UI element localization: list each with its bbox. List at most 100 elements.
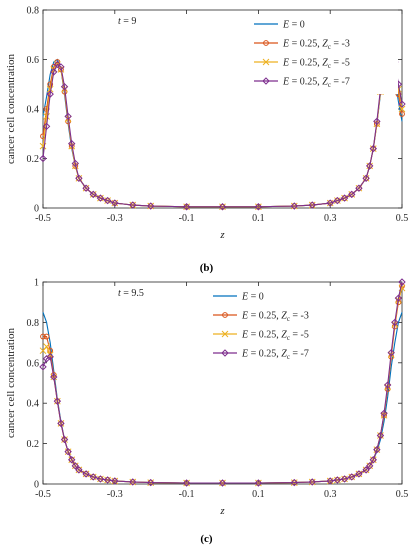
data-point xyxy=(43,343,50,350)
legend-label: E = 0.25, Zc = -7 xyxy=(282,77,350,90)
x-tick-label: -0.1 xyxy=(179,489,195,500)
chart-panel-c: -0.5 -0.3 -0.1 0.1 0.3 0.5 0 0.2 0.4 0.6 0.8 1 z canc… xyxy=(5,278,409,518)
x-tick-label: 0.1 xyxy=(252,489,265,500)
data-point xyxy=(82,184,90,192)
data-point xyxy=(57,63,65,71)
x-axis-label: z xyxy=(219,229,225,241)
y-tick-label: 0.2 xyxy=(27,154,40,165)
panel-caption-c: (c) xyxy=(200,533,213,545)
data-point xyxy=(103,196,112,205)
data-point xyxy=(71,462,80,470)
series-line xyxy=(42,281,403,484)
x-tick-label: 0.5 xyxy=(396,489,409,500)
legend-label: E = 0.25, Zc = -3 xyxy=(282,39,350,52)
time-annotation: t = 9.5 xyxy=(118,288,144,299)
data-point xyxy=(326,199,334,207)
data-point xyxy=(46,90,54,98)
legend-label: E = 0.25, Zc = -7 xyxy=(241,349,309,362)
x-tick-label: -0.1 xyxy=(179,213,195,224)
x-tick-label: 0.3 xyxy=(324,489,337,500)
data-point xyxy=(111,477,119,485)
y-tick-label: 0.4 xyxy=(27,105,40,116)
data-point xyxy=(398,100,406,108)
data-point xyxy=(43,113,50,120)
x-axis-label: z xyxy=(219,505,225,517)
legend-marker xyxy=(262,58,270,66)
data-point xyxy=(75,466,83,474)
data-point xyxy=(365,462,374,470)
data-point xyxy=(43,333,50,340)
legend-marker xyxy=(222,312,228,318)
x-tick-label: 0.1 xyxy=(252,213,265,224)
x-tick-label: -0.3 xyxy=(107,213,123,224)
y-tick-label: 0.6 xyxy=(27,358,40,369)
data-point xyxy=(380,409,388,418)
data-point xyxy=(68,139,76,148)
data-point xyxy=(96,194,105,202)
data-point xyxy=(53,60,62,69)
y-tick-label: 0.6 xyxy=(27,55,40,66)
data-point xyxy=(146,202,155,210)
data-point xyxy=(75,174,83,183)
data-point xyxy=(96,475,105,483)
data-point xyxy=(53,397,62,405)
data-point xyxy=(254,479,263,487)
x-tick-label: -0.3 xyxy=(107,489,123,500)
y-tick-label: 0.8 xyxy=(27,6,40,17)
data-point xyxy=(218,479,227,487)
data-point xyxy=(89,473,97,481)
data-point xyxy=(399,111,405,117)
axes-box xyxy=(42,281,403,485)
data-point xyxy=(60,83,69,91)
data-point xyxy=(129,201,137,209)
data-point xyxy=(376,431,385,440)
legend-label: E = 0.25, Zc = -5 xyxy=(241,330,309,343)
data-point xyxy=(373,117,381,126)
data-point xyxy=(89,190,97,199)
data-point xyxy=(129,478,137,486)
y-tick-label: 0.2 xyxy=(27,439,40,450)
data-point xyxy=(39,363,47,371)
y-tick-label: 0 xyxy=(34,480,39,491)
data-point xyxy=(82,470,90,478)
data-point xyxy=(340,194,349,202)
series-3 xyxy=(39,43,406,211)
data-point xyxy=(355,184,363,192)
data-point xyxy=(39,154,47,163)
panel-caption-b: (b) xyxy=(199,262,214,274)
data-point xyxy=(103,476,112,484)
chart-panel-b: -0.5 -0.3 -0.1 0.1 0.3 0.5 0 0.2 0.4 0.6 0.8 z cance… xyxy=(5,6,409,242)
data-point xyxy=(50,68,58,76)
data-point xyxy=(218,203,227,211)
time-annotation: t = 9 xyxy=(118,16,136,27)
legend-marker xyxy=(262,77,270,85)
legend-label: E = 0.25, Zc = -5 xyxy=(282,58,350,71)
data-point xyxy=(64,447,72,456)
x-tick-label: 0.5 xyxy=(396,213,409,224)
y-axis-label: cancer cell concentration xyxy=(5,328,17,438)
data-point xyxy=(391,318,399,327)
data-point xyxy=(362,466,370,474)
x-tick-label: -0.5 xyxy=(35,213,51,224)
legend-marker xyxy=(221,330,229,338)
data-point xyxy=(290,478,299,487)
y-axis-label: cancer cell concentration xyxy=(5,54,17,164)
data-point xyxy=(398,278,406,286)
series-line xyxy=(42,46,403,208)
legend-marker xyxy=(263,40,269,46)
legend-label: E = 0 xyxy=(282,20,305,31)
legend-label: E = 0 xyxy=(241,292,264,303)
series-3 xyxy=(39,278,406,487)
data-point xyxy=(369,144,377,153)
y-tick-label: 0.4 xyxy=(27,399,40,410)
data-point xyxy=(355,470,363,478)
data-point xyxy=(365,162,374,170)
x-tick-label: -0.5 xyxy=(35,489,51,500)
data-point xyxy=(333,476,342,484)
data-point xyxy=(40,333,46,340)
data-point xyxy=(333,196,342,205)
legend-marker xyxy=(221,349,229,357)
data-point xyxy=(182,203,191,211)
data-point xyxy=(42,122,51,131)
